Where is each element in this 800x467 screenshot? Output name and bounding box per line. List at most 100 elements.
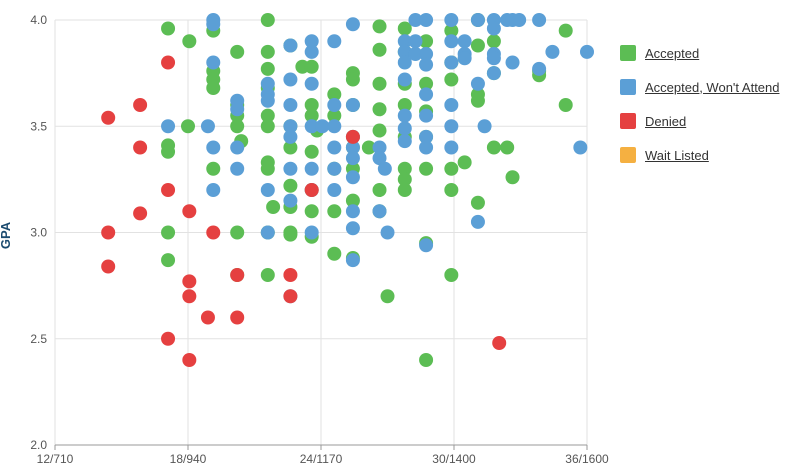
data-point[interactable] xyxy=(206,161,221,176)
data-point[interactable] xyxy=(470,214,485,229)
data-point[interactable] xyxy=(486,66,501,81)
data-point[interactable] xyxy=(372,42,387,57)
data-point[interactable] xyxy=(444,55,459,70)
data-point[interactable] xyxy=(408,34,423,49)
data-point[interactable] xyxy=(419,34,434,49)
data-point[interactable] xyxy=(283,178,298,193)
data-point[interactable] xyxy=(486,140,501,155)
data-point[interactable] xyxy=(327,183,342,197)
data-point[interactable] xyxy=(133,140,148,155)
data-point[interactable] xyxy=(161,144,176,159)
data-point[interactable] xyxy=(345,253,360,268)
data-point[interactable] xyxy=(182,289,197,304)
data-point[interactable] xyxy=(500,140,515,155)
data-point[interactable] xyxy=(304,183,319,197)
data-point[interactable] xyxy=(573,140,588,155)
data-point[interactable] xyxy=(558,98,573,112)
data-point[interactable] xyxy=(372,151,387,166)
data-point[interactable] xyxy=(397,161,412,176)
data-point[interactable] xyxy=(345,193,360,208)
data-point[interactable] xyxy=(345,170,360,185)
data-point[interactable] xyxy=(327,34,342,49)
data-point[interactable] xyxy=(327,161,342,176)
data-point[interactable] xyxy=(397,172,412,187)
data-point[interactable] xyxy=(200,310,215,325)
data-point[interactable] xyxy=(161,183,176,197)
data-point[interactable] xyxy=(457,51,472,66)
data-point[interactable] xyxy=(304,44,319,59)
data-point[interactable] xyxy=(182,34,197,49)
data-point[interactable] xyxy=(304,119,319,134)
data-point[interactable] xyxy=(230,161,245,176)
data-point[interactable] xyxy=(230,310,245,325)
data-point[interactable] xyxy=(182,274,197,289)
data-point[interactable] xyxy=(206,183,221,197)
data-point[interactable] xyxy=(558,23,573,38)
data-point[interactable] xyxy=(345,17,360,32)
data-point[interactable] xyxy=(372,183,387,197)
data-point[interactable] xyxy=(486,21,501,36)
data-point[interactable] xyxy=(260,44,275,59)
data-point[interactable] xyxy=(206,17,221,32)
data-point[interactable] xyxy=(283,72,298,87)
data-point[interactable] xyxy=(283,119,298,134)
data-point[interactable] xyxy=(512,13,527,27)
data-point[interactable] xyxy=(470,76,485,91)
data-point[interactable] xyxy=(408,47,423,61)
legend-label[interactable]: Denied xyxy=(645,113,687,129)
data-point[interactable] xyxy=(230,225,245,240)
data-point[interactable] xyxy=(260,93,275,108)
data-point[interactable] xyxy=(457,34,472,49)
legend-label[interactable]: Wait Listed xyxy=(645,147,709,163)
data-point[interactable] xyxy=(327,87,342,102)
data-point[interactable] xyxy=(304,204,319,219)
data-point[interactable] xyxy=(283,268,298,282)
data-point[interactable] xyxy=(444,13,459,27)
data-point[interactable] xyxy=(230,119,245,134)
data-point[interactable] xyxy=(419,47,434,61)
data-point[interactable] xyxy=(486,34,501,49)
data-point[interactable] xyxy=(327,204,342,219)
data-point[interactable] xyxy=(283,129,298,144)
data-point[interactable] xyxy=(397,72,412,87)
data-point[interactable] xyxy=(304,161,319,176)
data-point[interactable] xyxy=(260,183,275,197)
data-point[interactable] xyxy=(372,140,387,155)
data-point[interactable] xyxy=(419,76,434,91)
data-point[interactable] xyxy=(315,119,330,134)
data-point[interactable] xyxy=(206,140,221,155)
data-point[interactable] xyxy=(372,102,387,117)
data-point[interactable] xyxy=(304,34,319,49)
data-point[interactable] xyxy=(486,51,501,66)
legend-item[interactable]: Wait Listed xyxy=(620,138,780,172)
data-point[interactable] xyxy=(181,119,195,134)
data-point[interactable] xyxy=(206,55,221,70)
data-point[interactable] xyxy=(444,34,459,49)
data-point[interactable] xyxy=(372,76,387,91)
data-point[interactable] xyxy=(230,140,245,155)
data-point[interactable] xyxy=(419,140,434,155)
data-point[interactable] xyxy=(304,108,319,123)
legend-item[interactable]: Accepted, Won't Attend xyxy=(620,70,780,104)
data-point[interactable] xyxy=(230,268,245,282)
data-point[interactable] xyxy=(182,353,197,367)
data-point[interactable] xyxy=(283,38,298,53)
data-point[interactable] xyxy=(345,72,360,87)
data-point[interactable] xyxy=(419,161,434,176)
data-point[interactable] xyxy=(470,93,485,108)
data-point[interactable] xyxy=(397,108,412,123)
data-point[interactable] xyxy=(161,55,176,70)
data-point[interactable] xyxy=(260,108,275,123)
data-point[interactable] xyxy=(444,119,459,134)
data-point[interactable] xyxy=(419,13,434,27)
data-point[interactable] xyxy=(304,59,319,74)
data-point[interactable] xyxy=(327,140,342,155)
data-point[interactable] xyxy=(419,87,434,102)
data-point[interactable] xyxy=(345,140,360,155)
data-point[interactable] xyxy=(408,13,423,27)
data-point[interactable] xyxy=(444,161,459,176)
data-point[interactable] xyxy=(304,225,319,240)
data-point[interactable] xyxy=(206,225,221,240)
data-point[interactable] xyxy=(283,227,298,242)
data-point[interactable] xyxy=(260,76,275,91)
